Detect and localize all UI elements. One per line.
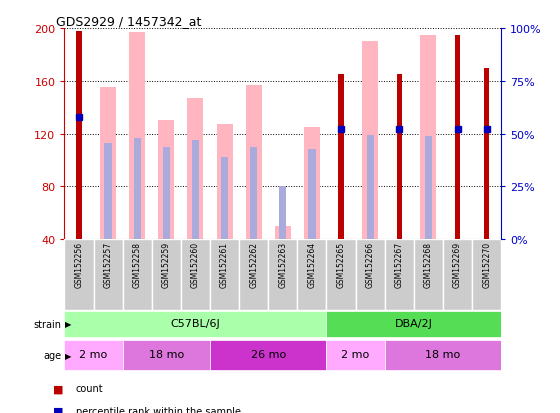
Bar	[246, 85, 262, 240]
Bar	[366, 135, 374, 240]
Text: GSM152270: GSM152270	[482, 242, 491, 288]
Text: GSM152264: GSM152264	[307, 242, 316, 288]
Bar	[188, 99, 203, 240]
Bar	[100, 88, 116, 240]
Bar	[192, 141, 199, 240]
Bar	[181, 240, 210, 310]
Bar	[239, 240, 268, 310]
Bar	[275, 226, 291, 240]
Bar	[308, 150, 315, 240]
Text: GSM152260: GSM152260	[191, 242, 200, 288]
Text: ■: ■	[53, 406, 64, 413]
Text: GSM152261: GSM152261	[220, 242, 229, 287]
Bar	[162, 147, 170, 240]
Bar	[297, 240, 326, 310]
Bar	[210, 240, 239, 310]
Bar	[158, 121, 174, 240]
Text: ▶: ▶	[65, 320, 72, 329]
Text: count: count	[76, 383, 103, 393]
Bar	[94, 240, 123, 310]
Bar	[414, 240, 443, 310]
Bar	[221, 158, 228, 240]
Bar	[64, 311, 326, 337]
Text: percentile rank within the sample: percentile rank within the sample	[76, 406, 241, 413]
Bar	[455, 36, 460, 240]
Bar	[362, 42, 378, 240]
Bar	[268, 240, 297, 310]
Bar	[250, 147, 257, 240]
Bar	[76, 31, 82, 240]
Text: ▶: ▶	[65, 351, 72, 360]
Bar	[152, 240, 181, 310]
Text: strain: strain	[34, 319, 62, 329]
Bar	[64, 340, 123, 370]
Bar	[129, 33, 145, 240]
Bar	[396, 75, 402, 240]
Text: GSM152256: GSM152256	[74, 242, 83, 288]
Bar	[472, 240, 501, 310]
Text: age: age	[44, 350, 62, 360]
Bar	[133, 138, 141, 240]
Bar	[104, 143, 111, 240]
Bar	[421, 36, 436, 240]
Bar	[338, 75, 344, 240]
Text: 2 mo: 2 mo	[80, 349, 108, 359]
Text: C57BL/6J: C57BL/6J	[171, 319, 220, 329]
Text: ■: ■	[53, 383, 64, 393]
Text: GSM152263: GSM152263	[278, 242, 287, 288]
Text: GSM152266: GSM152266	[366, 242, 375, 288]
Text: GSM152267: GSM152267	[395, 242, 404, 288]
Bar	[424, 137, 432, 240]
Bar	[484, 69, 489, 240]
Bar	[326, 240, 356, 310]
Bar	[356, 240, 385, 310]
Bar	[443, 240, 472, 310]
Bar	[385, 340, 501, 370]
Bar	[64, 240, 94, 310]
Text: 18 mo: 18 mo	[149, 349, 184, 359]
Bar	[279, 187, 286, 240]
Bar	[123, 240, 152, 310]
Bar	[304, 128, 320, 240]
Text: DBA/2J: DBA/2J	[395, 319, 433, 329]
Text: 26 mo: 26 mo	[251, 349, 286, 359]
Bar	[326, 311, 501, 337]
Bar	[326, 340, 385, 370]
Text: GSM152257: GSM152257	[104, 242, 113, 288]
Bar	[123, 340, 210, 370]
Text: GSM152265: GSM152265	[337, 242, 346, 288]
Text: GSM152262: GSM152262	[249, 242, 258, 287]
Text: GSM152259: GSM152259	[162, 242, 171, 288]
Text: GSM152258: GSM152258	[133, 242, 142, 287]
Text: 2 mo: 2 mo	[342, 349, 370, 359]
Text: GSM152268: GSM152268	[424, 242, 433, 287]
Bar	[217, 125, 232, 240]
Text: GSM152269: GSM152269	[453, 242, 462, 288]
Text: GDS2929 / 1457342_at: GDS2929 / 1457342_at	[55, 15, 201, 28]
Bar	[385, 240, 414, 310]
Text: 18 mo: 18 mo	[426, 349, 460, 359]
Bar	[210, 340, 326, 370]
